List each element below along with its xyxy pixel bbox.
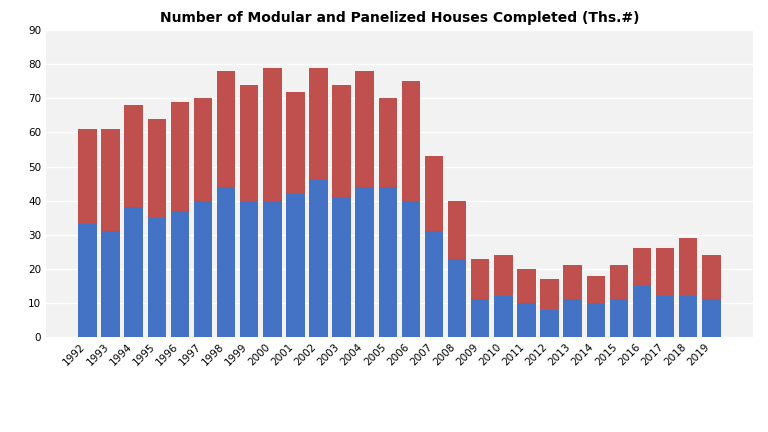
Bar	[124, 105, 143, 207]
Bar	[310, 68, 328, 180]
Bar	[610, 265, 628, 299]
Bar	[656, 296, 674, 337]
Bar	[194, 200, 212, 337]
Bar	[494, 255, 512, 296]
Bar	[170, 102, 189, 211]
Bar	[633, 248, 651, 286]
Bar	[702, 255, 720, 299]
Bar	[240, 200, 258, 337]
Bar	[402, 200, 420, 337]
Bar	[402, 81, 420, 200]
Bar	[541, 279, 559, 310]
Bar	[170, 211, 189, 337]
Bar	[356, 187, 374, 337]
Bar	[702, 299, 720, 337]
Bar	[471, 259, 489, 299]
Bar	[356, 71, 374, 187]
Bar	[147, 119, 166, 218]
Bar	[333, 197, 351, 337]
Bar	[147, 218, 166, 337]
Bar	[101, 231, 120, 337]
Bar	[564, 299, 582, 337]
Bar	[217, 187, 235, 337]
Bar	[263, 200, 282, 337]
Bar	[564, 265, 582, 299]
Bar	[101, 129, 120, 231]
Bar	[448, 200, 466, 259]
Bar	[517, 303, 536, 337]
Bar	[379, 187, 397, 337]
Bar	[471, 299, 489, 337]
Bar	[379, 98, 397, 187]
Bar	[78, 129, 97, 225]
Bar	[679, 296, 697, 337]
Bar	[194, 98, 212, 200]
Bar	[610, 299, 628, 337]
Bar	[425, 156, 443, 231]
Bar	[517, 269, 536, 303]
Bar	[263, 68, 282, 200]
Bar	[124, 207, 143, 337]
Title: Number of Modular and Panelized Houses Completed (Ths.#): Number of Modular and Panelized Houses C…	[160, 11, 639, 25]
Legend: Modular, Panelized and Pre-cut: Modular, Panelized and Pre-cut	[284, 429, 515, 432]
Bar	[448, 259, 466, 337]
Bar	[494, 296, 512, 337]
Bar	[78, 225, 97, 337]
Bar	[425, 231, 443, 337]
Bar	[240, 85, 258, 200]
Bar	[333, 85, 351, 197]
Bar	[587, 303, 605, 337]
Bar	[541, 310, 559, 337]
Bar	[217, 71, 235, 187]
Bar	[310, 180, 328, 337]
Bar	[587, 276, 605, 303]
Bar	[656, 248, 674, 296]
Bar	[286, 92, 305, 194]
Bar	[633, 286, 651, 337]
Bar	[286, 194, 305, 337]
Bar	[679, 238, 697, 296]
